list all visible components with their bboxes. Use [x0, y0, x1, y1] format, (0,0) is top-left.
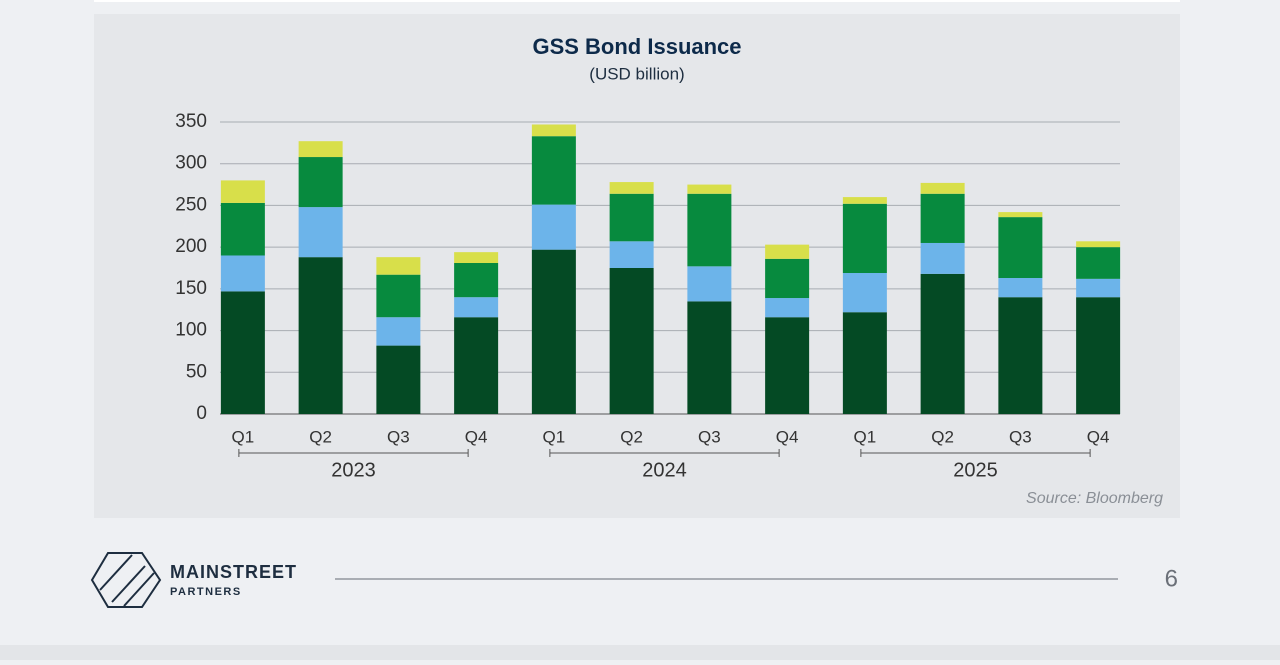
source: Source: Bloomberg — [1026, 490, 1163, 507]
bar-segment — [920, 273, 965, 414]
x-tick-label: Q3 — [698, 427, 721, 446]
bar-segment — [765, 317, 810, 414]
x-tick-label: Q3 — [1009, 427, 1032, 446]
bar-segment — [998, 278, 1043, 298]
logo-stroke — [99, 554, 133, 591]
bar-segment — [842, 273, 887, 313]
y-tick-label: 200 — [175, 236, 207, 257]
bar-segment — [920, 182, 965, 194]
y-tick-label: 300 — [175, 153, 207, 174]
logo-stroke — [123, 572, 155, 607]
bar-segment — [609, 193, 654, 242]
y-tick-label: 250 — [175, 194, 207, 215]
bar-segment — [531, 124, 576, 137]
group-label: 2023 — [331, 459, 376, 481]
bar-segment — [376, 274, 421, 318]
x-tick-label: Q4 — [1087, 427, 1110, 446]
bar-segment — [531, 249, 576, 414]
plot: 0 50 100 150 200 250 300 350 Q1 Q2 Q3 Q4 Q1 Q2 Q3 Q4 Q1 Q… — [175, 111, 1121, 481]
bar-segment — [220, 291, 265, 414]
bar-segment — [1076, 278, 1121, 298]
bar-segment — [609, 241, 654, 268]
x-tick-label: Q1 — [232, 427, 255, 446]
bar-segment — [454, 252, 499, 263]
y-tick-label: 100 — [175, 320, 207, 341]
y-tick-label: 350 — [175, 111, 207, 132]
bar-segment — [687, 266, 732, 302]
bar-segment — [531, 136, 576, 205]
bar-segment — [842, 197, 887, 204]
bar-segment — [687, 193, 732, 267]
bar-segment — [220, 180, 265, 203]
x-tick-label: Q1 — [854, 427, 877, 446]
bar-segment — [298, 207, 343, 258]
bar-segment — [454, 297, 499, 318]
bar-segment — [687, 301, 732, 414]
bar-segment — [298, 157, 343, 208]
bar-segment — [220, 202, 265, 256]
bar-segment — [920, 242, 965, 274]
top-strip — [94, 0, 1180, 2]
x-tick-label: Q2 — [620, 427, 643, 446]
x-tick-label: Q4 — [776, 427, 799, 446]
logo-hexagon — [90, 552, 162, 608]
bar-segment — [454, 317, 499, 414]
chart-subtitle: (USD billion) — [589, 64, 684, 83]
group-label: 2025 — [953, 459, 998, 481]
brand: MAINSTREET — [170, 562, 297, 582]
bar-segment — [1076, 297, 1121, 414]
bar-segment — [220, 255, 265, 292]
bar-segment — [687, 184, 732, 194]
bar-segment — [609, 182, 654, 194]
x-tick-label: Q1 — [543, 427, 566, 446]
page-number: 6 — [1165, 565, 1178, 592]
x-tick-label: Q3 — [387, 427, 410, 446]
bar-segment — [998, 297, 1043, 414]
bar-segment — [609, 268, 654, 414]
x-tick-label: Q2 — [309, 427, 332, 446]
bar-segment — [998, 212, 1043, 218]
bar-segment — [376, 317, 421, 346]
bar-segment — [765, 298, 810, 318]
bar-segment — [1076, 241, 1121, 248]
x-tick-label: Q4 — [465, 427, 488, 446]
bar-segment — [1076, 247, 1121, 279]
bar-segment — [765, 244, 810, 259]
bar-segment — [376, 257, 421, 275]
bar-segment — [298, 141, 343, 158]
y-tick-label: 0 — [196, 403, 207, 424]
y-tick-label: 150 — [175, 278, 207, 299]
logo — [90, 552, 162, 608]
bar-segment — [454, 262, 499, 298]
brand-sub: PARTNERS — [170, 586, 242, 598]
y-tick-label: 50 — [186, 361, 207, 382]
x-tick-label: Q2 — [931, 427, 954, 446]
logo-stroke — [111, 565, 146, 603]
bottom-strip — [0, 645, 1280, 660]
bar-segment — [842, 203, 887, 274]
bar-segment — [920, 193, 965, 243]
bar-segment — [842, 312, 887, 414]
bar-segment — [376, 345, 421, 414]
bar-segment — [998, 217, 1043, 279]
chart-title: GSS Bond Issuance — [532, 34, 741, 59]
group-label: 2024 — [642, 459, 687, 481]
bar-segment — [298, 257, 343, 414]
bar-segment — [531, 204, 576, 250]
bar-segment — [765, 258, 810, 299]
